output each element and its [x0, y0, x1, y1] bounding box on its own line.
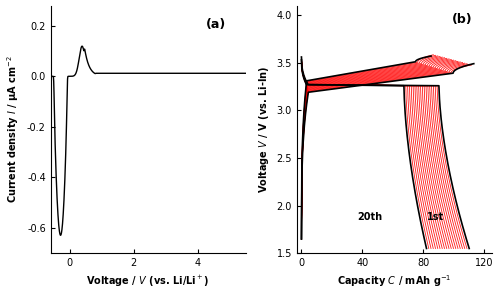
X-axis label: Capacity $C$ / mAh g$^{-1}$: Capacity $C$ / mAh g$^{-1}$	[338, 274, 452, 289]
Text: (b): (b)	[452, 13, 472, 26]
Text: 20th: 20th	[358, 212, 382, 222]
Text: (a): (a)	[206, 18, 227, 31]
Y-axis label: Current density $I$ / μA cm$^{-2}$: Current density $I$ / μA cm$^{-2}$	[6, 55, 22, 204]
Text: 1st: 1st	[427, 212, 444, 222]
X-axis label: Voltage / $V$ (vs. Li/Li$^+$): Voltage / $V$ (vs. Li/Li$^+$)	[86, 274, 210, 289]
Y-axis label: Voltage $V$ / V (vs. Li-In): Voltage $V$ / V (vs. Li-In)	[257, 66, 271, 193]
